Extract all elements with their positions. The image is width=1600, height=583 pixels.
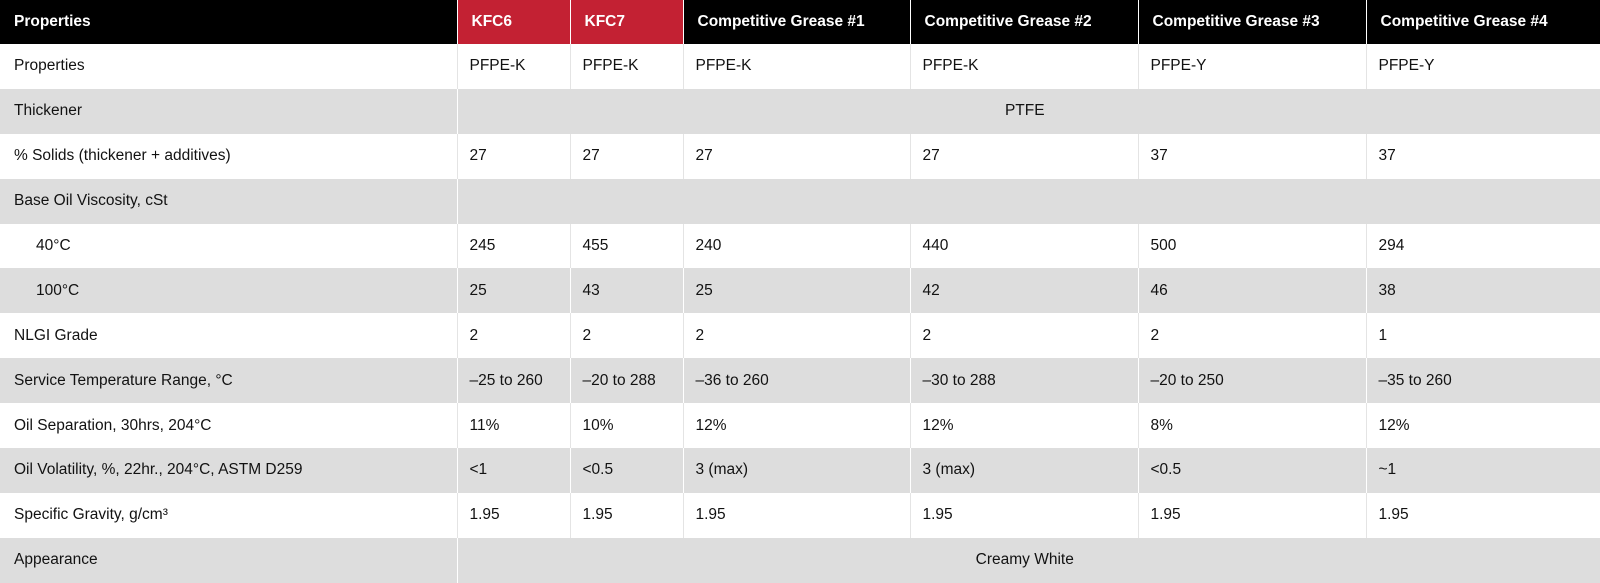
cell: 8% <box>1137 403 1366 449</box>
column-header-competitive-grease-3: Competitive Grease #3 <box>1137 0 1366 44</box>
row-service-temperature-range: Service Temperature Range, °C –25 to 260… <box>0 358 1600 404</box>
cell: –30 to 288 <box>909 358 1138 404</box>
cell: 2 <box>569 313 683 359</box>
row-label: Properties <box>14 57 85 75</box>
cell: 240 <box>682 223 910 269</box>
cell: 11% <box>456 403 570 449</box>
cell: 37 <box>1137 133 1366 179</box>
cell: 1.95 <box>682 492 910 538</box>
section-label: Base Oil Viscosity, cSt <box>14 192 168 210</box>
cell: <1 <box>456 448 570 493</box>
cell: 2 <box>1137 313 1366 359</box>
column-header-kfc6: KFC6 <box>456 0 570 44</box>
row-thickener: Thickener PTFE <box>0 88 1600 134</box>
cell: 27 <box>569 133 683 179</box>
column-header-competitive-grease-1: Competitive Grease #1 <box>682 0 910 44</box>
cell: 294 <box>1365 223 1600 269</box>
row-label: Specific Gravity, g/cm³ <box>14 506 168 524</box>
row-nlgi-grade: NLGI Grade 2 2 2 2 2 1 <box>0 313 1600 359</box>
cell: 12% <box>1365 403 1600 449</box>
cell: <0.5 <box>569 448 683 493</box>
header-row: Properties KFC6 KFC7 Competitive Grease … <box>0 0 1600 44</box>
cell: 12% <box>909 403 1138 449</box>
cell: PFPE-Y <box>1137 44 1366 89</box>
row-oil-separation: Oil Separation, 30hrs, 204°C 11% 10% 12%… <box>0 403 1600 449</box>
row-label: 100°C <box>36 281 80 299</box>
cell: 2 <box>682 313 910 359</box>
cell: 245 <box>456 223 570 269</box>
cell: –35 to 260 <box>1365 358 1600 404</box>
cell: 1.95 <box>909 492 1138 538</box>
cell: PFPE-K <box>909 44 1138 89</box>
cell: 43 <box>569 268 683 314</box>
cell: 1.95 <box>1365 492 1600 538</box>
row-label: % Solids (thickener + additives) <box>14 147 231 165</box>
cell: 46 <box>1137 268 1366 314</box>
cell: 37 <box>1365 133 1600 179</box>
row-section-base-oil-viscosity: Base Oil Viscosity, cSt <box>0 178 1600 224</box>
cell: 42 <box>909 268 1138 314</box>
row-label: NLGI Grade <box>14 326 98 344</box>
column-header-properties: Properties <box>0 0 457 44</box>
cell: 2 <box>456 313 570 359</box>
column-header-competitive-grease-4: Competitive Grease #4 <box>1365 0 1600 44</box>
row-oil-volatility: Oil Volatility, %, 22hr., 204°C, ASTM D2… <box>0 448 1600 493</box>
cell: 500 <box>1137 223 1366 269</box>
cell-merged: PTFE <box>456 88 1600 134</box>
cell: ~1 <box>1365 448 1600 493</box>
column-header-kfc7: KFC7 <box>569 0 683 44</box>
column-header-competitive-grease-2: Competitive Grease #2 <box>909 0 1138 44</box>
row-viscosity-100c: 100°C 25 43 25 42 46 38 <box>0 268 1600 314</box>
cell: 25 <box>682 268 910 314</box>
cell: 10% <box>569 403 683 449</box>
cell: <0.5 <box>1137 448 1366 493</box>
cell: 2 <box>909 313 1138 359</box>
cell: 27 <box>682 133 910 179</box>
row-label: 40°C <box>36 237 71 254</box>
row-label: Thickener <box>14 102 83 120</box>
cell: 38 <box>1365 268 1600 314</box>
cell: –20 to 288 <box>569 358 683 404</box>
row-label: Appearance <box>14 551 98 569</box>
row-percent-solids: % Solids (thickener + additives) 27 27 2… <box>0 133 1600 179</box>
cell-merged: Creamy White <box>456 537 1600 583</box>
cell: 25 <box>456 268 570 314</box>
cell: –36 to 260 <box>682 358 910 404</box>
cell: 440 <box>909 223 1138 269</box>
cell: 27 <box>909 133 1138 179</box>
cell: PFPE-K <box>569 44 683 89</box>
cell: 12% <box>682 403 910 449</box>
cell-merged-empty <box>456 178 1600 224</box>
cell: –20 to 250 <box>1137 358 1366 404</box>
row-label: Oil Separation, 30hrs, 204°C <box>14 416 212 434</box>
row-viscosity-40c: 40°C 245 455 240 440 500 294 <box>0 223 1600 269</box>
row-specific-gravity: Specific Gravity, g/cm³ 1.95 1.95 1.95 1… <box>0 492 1600 538</box>
cell: 1.95 <box>1137 492 1366 538</box>
row-label: Oil Volatility, %, 22hr., 204°C, ASTM D2… <box>14 461 303 479</box>
cell: –25 to 260 <box>456 358 570 404</box>
cell: PFPE-Y <box>1365 44 1600 89</box>
cell: 27 <box>456 133 570 179</box>
cell: 1.95 <box>456 492 570 538</box>
cell: PFPE-K <box>682 44 910 89</box>
cell: 1.95 <box>569 492 683 538</box>
row-label: Service Temperature Range, °C <box>14 371 233 389</box>
cell: 1 <box>1365 313 1600 359</box>
row-base-oil-type: Properties PFPE-K PFPE-K PFPE-K PFPE-K P… <box>0 44 1600 89</box>
cell: 455 <box>569 223 683 269</box>
cell: 3 (max) <box>682 448 910 493</box>
row-appearance: Appearance Creamy White <box>0 537 1600 583</box>
cell: 3 (max) <box>909 448 1138 493</box>
cell: PFPE-K <box>456 44 570 89</box>
